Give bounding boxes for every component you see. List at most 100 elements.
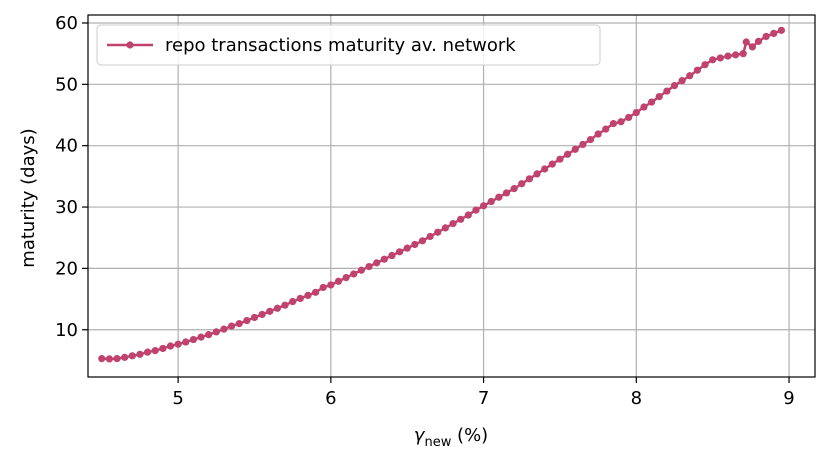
data-point xyxy=(678,77,686,85)
x-axis-label: γnew (%) xyxy=(414,425,488,450)
y-tick-label: 60 xyxy=(55,13,78,34)
data-point xyxy=(541,165,549,173)
data-point xyxy=(563,150,572,158)
x-tick-label: 7 xyxy=(478,388,489,409)
data-point xyxy=(281,301,289,309)
y-axis-label: maturity (days) xyxy=(18,128,39,267)
data-point xyxy=(220,325,228,333)
data-point xyxy=(273,304,281,312)
data-point xyxy=(418,237,427,245)
data-point xyxy=(304,291,312,299)
data-point xyxy=(441,224,449,232)
data-point xyxy=(174,340,182,348)
data-point xyxy=(716,54,724,62)
y-tick-label: 10 xyxy=(55,320,78,341)
data-point xyxy=(128,352,136,360)
data-point xyxy=(434,228,442,236)
legend-series-marker xyxy=(126,41,134,49)
data-point xyxy=(739,50,747,58)
data-point xyxy=(143,348,152,356)
y-tick-label: 20 xyxy=(55,258,78,279)
data-point xyxy=(709,56,717,64)
data-point xyxy=(258,310,266,319)
data-point xyxy=(98,354,106,363)
data-point xyxy=(525,175,533,183)
data-point xyxy=(724,52,732,60)
data-point xyxy=(373,259,381,267)
data-point xyxy=(701,61,709,69)
data-point xyxy=(472,206,480,214)
data-point xyxy=(212,328,220,336)
legend: repo transactions maturity av. network xyxy=(96,24,601,66)
data-point xyxy=(266,307,274,315)
data-point xyxy=(602,125,610,133)
x-tick-label: 8 xyxy=(631,388,642,409)
data-point xyxy=(609,120,617,128)
data-point xyxy=(754,37,763,45)
data-point xyxy=(625,113,633,122)
legend-series-label: repo transactions maturity av. network xyxy=(165,35,516,56)
x-tick-label: 9 xyxy=(783,388,794,409)
data-point xyxy=(388,251,396,260)
data-point xyxy=(189,335,197,344)
data-point xyxy=(289,297,297,306)
data-point xyxy=(495,193,503,201)
data-point xyxy=(762,32,770,41)
data-point xyxy=(151,347,159,355)
data-point xyxy=(663,87,671,95)
data-point xyxy=(227,322,236,330)
data-point xyxy=(380,255,388,263)
data-point xyxy=(457,215,465,223)
data-point xyxy=(731,51,740,59)
data-point xyxy=(411,240,419,249)
data-point xyxy=(105,355,113,363)
data-point xyxy=(510,185,518,193)
data-point xyxy=(617,118,625,126)
data-point xyxy=(166,342,175,350)
data-point xyxy=(742,38,750,46)
data-point xyxy=(479,202,488,210)
data-point xyxy=(243,316,251,325)
data-point xyxy=(548,160,556,168)
data-point xyxy=(334,277,343,285)
data-point xyxy=(770,29,778,38)
y-tick-label: 50 xyxy=(55,74,78,95)
x-axis-label-symbol: γ xyxy=(414,425,426,446)
data-point xyxy=(350,270,358,278)
data-point xyxy=(197,333,205,341)
data-point xyxy=(579,140,587,149)
data-point xyxy=(655,93,663,101)
data-point xyxy=(686,72,694,80)
data-point xyxy=(365,262,373,271)
x-tick-label: 6 xyxy=(325,388,336,409)
axis-ticks xyxy=(82,22,790,383)
data-point xyxy=(502,189,511,197)
data-point xyxy=(693,66,702,74)
data-point xyxy=(571,145,579,153)
data-point xyxy=(777,26,786,34)
data-point xyxy=(487,197,495,206)
data-point xyxy=(556,155,564,163)
data-point xyxy=(205,331,213,339)
legend-box xyxy=(96,24,601,66)
data-point xyxy=(449,220,457,228)
grid-lines xyxy=(88,15,815,377)
data-point xyxy=(357,266,365,274)
x-axis-label-subscript: new xyxy=(424,435,451,450)
data-point xyxy=(518,180,526,188)
data-point xyxy=(235,320,243,328)
data-point xyxy=(748,43,756,51)
data-point xyxy=(670,81,679,90)
x-axis-label-unit: (%) xyxy=(451,425,488,446)
series-group xyxy=(98,26,786,363)
y-tick-label: 30 xyxy=(55,197,78,218)
data-point xyxy=(319,283,327,292)
axis-tick-labels: 5 6 7 8 9 10 20 30 40 50 60 xyxy=(55,13,795,409)
data-point xyxy=(296,294,304,303)
data-point xyxy=(159,344,167,353)
data-point xyxy=(182,338,190,346)
x-tick-label: 5 xyxy=(172,388,183,409)
data-point xyxy=(327,281,335,289)
